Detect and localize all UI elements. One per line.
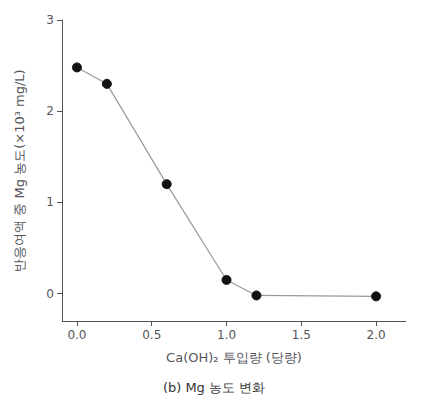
svg-text:0.5: 0.5 — [142, 328, 161, 342]
svg-text:2: 2 — [46, 104, 54, 118]
svg-text:반응여액 중 Mg 농도(×10³ mg/L): 반응여액 중 Mg 농도(×10³ mg/L) — [12, 69, 27, 271]
svg-text:1.0: 1.0 — [217, 328, 236, 342]
svg-text:Ca(OH)₂ 투입량 (당량): Ca(OH)₂ 투입량 (당량) — [166, 350, 302, 365]
svg-text:0: 0 — [46, 287, 54, 301]
svg-text:1.5: 1.5 — [292, 328, 311, 342]
svg-text:0.0: 0.0 — [67, 328, 86, 342]
svg-text:3: 3 — [46, 13, 54, 27]
svg-text:(b) Mg 농도 변화: (b) Mg 농도 변화 — [163, 380, 265, 395]
svg-text:1: 1 — [46, 195, 54, 209]
svg-text:2.0: 2.0 — [367, 328, 386, 342]
